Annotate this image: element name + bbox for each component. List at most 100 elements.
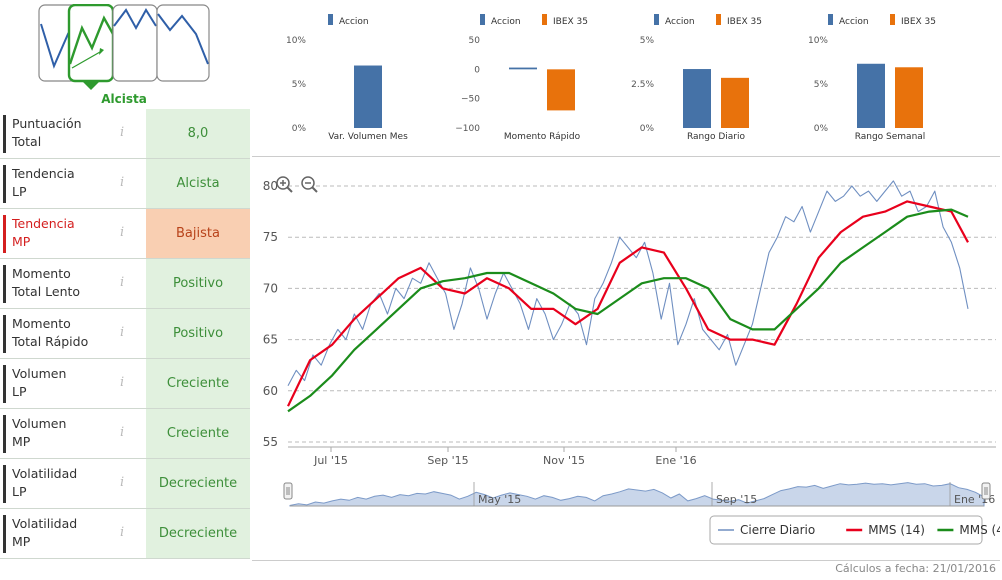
x-tick-label: Nov '15 bbox=[543, 454, 585, 467]
legend-label: Accion bbox=[339, 17, 369, 27]
bar-chart-rango-diario: Accion IBEX 35 0% 2.5% 5% Rango Diario bbox=[631, 14, 762, 142]
legend-label: IBEX 35 bbox=[553, 17, 588, 27]
y-tick-label: 5% bbox=[640, 36, 655, 46]
indicator-row: Tendencia LP i Alcista bbox=[0, 159, 250, 209]
bar-accion bbox=[354, 65, 382, 128]
navigator-handle-right[interactable] bbox=[981, 482, 991, 500]
indicator-name: Volatilidad MP bbox=[3, 515, 115, 553]
y-tick-label: 60 bbox=[263, 384, 278, 398]
info-icon[interactable]: i bbox=[120, 325, 125, 340]
navigator[interactable]: May '15 Sep '15 Ene '16 bbox=[283, 482, 995, 507]
trend-selector: Alcista bbox=[38, 3, 210, 106]
navigator-handle-left[interactable] bbox=[283, 482, 293, 500]
y-tick-label: −100 bbox=[455, 124, 480, 134]
category-label: Rango Semanal bbox=[855, 132, 926, 142]
category-label: Momento Rápido bbox=[504, 132, 581, 142]
y-tick-label: 0% bbox=[640, 124, 655, 134]
series-mms-14- bbox=[287, 200, 969, 407]
y-tick-label: 0% bbox=[292, 124, 307, 134]
indicator-name-line1: Volatilidad bbox=[12, 466, 78, 481]
legend-label: Accion bbox=[665, 17, 695, 27]
info-icon[interactable]: i bbox=[120, 375, 125, 390]
bar-accion bbox=[857, 63, 885, 129]
indicator-value: 8,0 bbox=[146, 109, 250, 158]
handle-body bbox=[981, 482, 991, 500]
zoom-out-icon[interactable] bbox=[301, 176, 318, 193]
y-tick-label: −50 bbox=[461, 95, 480, 105]
x-tick-label: Jul '15 bbox=[313, 454, 348, 467]
indicator-value: Creciente bbox=[146, 359, 250, 408]
indicator-name-line2: MP bbox=[12, 234, 31, 249]
indicator-name: Momento Total Rápido bbox=[3, 315, 115, 353]
indicator-value: Creciente bbox=[146, 409, 250, 458]
divider bbox=[252, 156, 1000, 157]
legend-label: MMS (14) bbox=[868, 523, 925, 537]
bar-ibex-35 bbox=[547, 69, 575, 111]
indicator-name-line1: Volumen bbox=[12, 366, 67, 381]
zoom-out-handle bbox=[311, 186, 318, 193]
zoom-in-handle bbox=[286, 186, 293, 193]
info-icon[interactable]: i bbox=[120, 525, 125, 540]
legend-item[interactable]: Cierre Diario bbox=[718, 523, 815, 537]
y-tick-label: 10% bbox=[286, 36, 306, 46]
indicator-value: Decreciente bbox=[146, 509, 250, 558]
indicator-name-line2: Total Lento bbox=[12, 284, 81, 299]
bar-ibex-35 bbox=[895, 67, 923, 128]
indicator-name-line2: LP bbox=[12, 184, 27, 199]
y-tick-label: 70 bbox=[263, 281, 278, 295]
indicator-value: Positivo bbox=[146, 309, 250, 358]
info-icon[interactable]: i bbox=[120, 475, 125, 490]
bar-chart-var-volumen: Accion 0% 5% 10% Var. Volumen Mes bbox=[286, 14, 408, 142]
indicator-name: Tendencia MP bbox=[3, 215, 115, 253]
indicator-name-line1: Momento bbox=[12, 266, 71, 281]
legend-item[interactable]: MMS (14) bbox=[846, 523, 925, 537]
alcista-icon[interactable] bbox=[67, 3, 115, 90]
indicator-table: Puntuación Total i 8,0 Tendencia LP i Alcista Te… bbox=[0, 109, 250, 559]
y-tick-label: 0% bbox=[814, 124, 829, 134]
indicator-row: Volumen LP i Creciente bbox=[0, 359, 250, 409]
indicator-row: Momento Total Lento i Positivo bbox=[0, 259, 250, 309]
lateral-icon[interactable] bbox=[112, 4, 158, 82]
navigator-area bbox=[289, 482, 985, 507]
divider bbox=[252, 560, 1000, 561]
x-tick-label: Ene '16 bbox=[655, 454, 696, 467]
category-label: Rango Diario bbox=[687, 132, 746, 142]
legend-item[interactable]: MMS (40) bbox=[937, 523, 1000, 537]
info-icon[interactable]: i bbox=[120, 175, 125, 190]
indicator-row: Momento Total Rápido i Positivo bbox=[0, 309, 250, 359]
indicator-row: Tendencia MP i Bajista bbox=[0, 209, 250, 259]
indicator-value: Decreciente bbox=[146, 459, 250, 508]
legend-swatch bbox=[716, 14, 721, 25]
legend-label: IBEX 35 bbox=[727, 17, 762, 27]
y-tick-label: 50 bbox=[469, 36, 481, 46]
indicator-name-line1: Tendencia bbox=[12, 216, 75, 231]
y-tick-label: 75 bbox=[263, 230, 278, 244]
indicator-row: Volatilidad LP i Decreciente bbox=[0, 459, 250, 509]
bajista-alt-icon[interactable] bbox=[156, 4, 210, 82]
info-icon[interactable]: i bbox=[120, 225, 125, 240]
y-tick-label: 10% bbox=[808, 36, 828, 46]
indicator-name-line2: LP bbox=[12, 384, 27, 399]
info-icon[interactable]: i bbox=[120, 125, 125, 140]
indicator-name: Tendencia LP bbox=[3, 165, 115, 203]
indicator-name-line1: Volumen bbox=[12, 416, 67, 431]
indicator-name: Volumen LP bbox=[3, 365, 115, 403]
y-tick-label: 65 bbox=[263, 333, 278, 347]
indicator-name: Puntuación Total bbox=[3, 115, 115, 153]
y-tick-label: 2.5% bbox=[631, 80, 654, 90]
y-tick-label: 80 bbox=[263, 179, 278, 193]
bar-accion bbox=[509, 67, 537, 70]
legend-swatch bbox=[890, 14, 895, 25]
info-icon[interactable]: i bbox=[120, 275, 125, 290]
indicator-name: Momento Total Lento bbox=[3, 265, 115, 303]
legend-label: IBEX 35 bbox=[901, 17, 936, 27]
indicator-name-line1: Puntuación bbox=[12, 116, 82, 131]
legend-label: MMS (40) bbox=[959, 523, 1000, 537]
info-icon[interactable]: i bbox=[120, 425, 125, 440]
navigator-tick-label: May '15 bbox=[478, 493, 521, 506]
indicator-name-line2: MP bbox=[12, 434, 31, 449]
zoom-in-icon[interactable] bbox=[276, 176, 293, 193]
legend-swatch bbox=[654, 14, 659, 25]
legend-swatch bbox=[828, 14, 833, 25]
indicator-name: Volumen MP bbox=[3, 415, 115, 453]
